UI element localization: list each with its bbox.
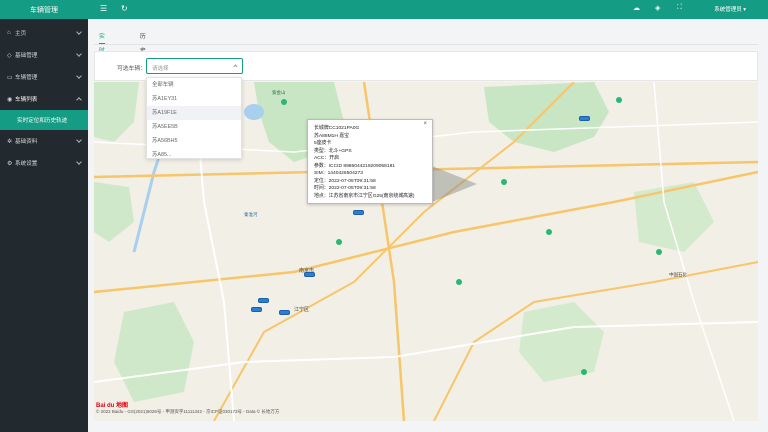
map-label-district: 江宁区 [294,307,310,313]
map-poi-marker [281,99,287,105]
map-label-poi: 秦淮河 [244,212,258,217]
sidebar: 车辆管理 ⌂ 主页 ◇ 基础管理 ▭ 车辆管理 ◉ 车辆列表 实时定位和历史轨迹 ✲ 基础… [0,0,88,432]
vehicle-marker[interactable] [353,210,364,215]
vehicle-info-popup: × 长城牌CC1021PA0G 苏A88M1H 嘉宝 5座皮卡 类型：北斗+GP… [307,119,433,204]
popup-line: 5座皮卡 [314,141,332,146]
close-icon[interactable]: × [423,121,427,127]
sidebar-item-label: 车辆管理 [15,75,38,81]
popup-line: 定位：2022-07-05T09:31:58 [314,178,376,184]
user-label: 系统管理员 [714,7,742,13]
chevron-down-icon [76,51,82,57]
map-poi-marker [336,239,342,245]
filter-panel: 可选车辆： 请选择 [94,51,758,81]
location-icon: ◉ [7,96,13,103]
sidebar-item-system[interactable]: ⚙ 系统设置 [0,152,88,174]
tag-icon: ◇ [7,52,12,59]
map-road [433,261,758,421]
vehicle-marker[interactable] [304,272,315,277]
popup-line: 类型：北斗+GPS [314,148,352,154]
map-road [94,321,758,383]
vehicle-marker[interactable] [279,310,290,315]
map-label-city: 南京市 [299,268,315,274]
home-icon: ⌂ [7,30,11,36]
dropdown-option[interactable]: 全部车辆 [152,82,174,88]
car-icon: ▭ [7,74,13,81]
menu-icon[interactable]: ☰ [100,4,108,13]
app-title: 车辆管理 [0,0,88,19]
map-logo: Bai du 地图 [96,403,129,409]
map-poi-marker [456,279,462,285]
map-park-area [114,302,194,402]
popup-pointer [432,166,477,202]
map-road [213,82,575,421]
sidebar-item-vehicles[interactable]: ▭ 车辆管理 [0,66,88,88]
map-poi-marker [501,179,507,185]
dropdown-option[interactable]: 苏A1EY31 [152,96,178,102]
popup-line: 长城牌CC1021PA0G [314,126,360,131]
settings-icon: ⚙ [7,160,13,167]
tab-realtime[interactable]: 实时位置 [99,30,105,82]
gear-icon: ✲ [7,138,13,145]
map-label-poi: 紫金山 [272,90,286,95]
chevron-down-icon [76,29,82,35]
sidebar-subitem-realtime[interactable]: 实时定位和历史轨迹 [0,110,88,130]
dropdown-option[interactable]: 苏A56BH5 [152,138,178,144]
vehicle-dropdown: 全部车辆 苏A1EY31 苏A19F1E 苏A5EE5B 苏A56BH5 苏A8… [146,77,242,159]
map-park-area [634,182,714,252]
chevron-down-icon [76,73,82,79]
map-road [94,170,758,294]
popup-line: 参数：ICCID 8986044219209058181 [314,163,396,169]
sidebar-item-vehicle-list[interactable]: ◉ 车辆列表 [0,88,88,110]
refresh-icon[interactable]: ↻ [121,4,128,13]
map-label-poi: 中国石化 [669,272,687,277]
map-lake [244,104,264,120]
dropdown-option[interactable]: 苏A85... [152,152,172,158]
chevron-up-icon [233,64,238,69]
topbar: ☰ ↻ ☁ ◈ ⛶ 系统管理员 ▾ [88,0,768,19]
chevron-up-icon [76,97,82,103]
popup-line: SIM：1440426504273 [314,171,363,176]
dropdown-option[interactable]: 苏A5EE5B [152,124,178,130]
map-park-area [94,182,134,242]
popup-line: 苏A88M1H 嘉宝 [314,133,350,139]
sidebar-item-label: 车辆列表 [15,97,38,103]
map-poi-marker [656,249,662,255]
map-park-area [94,82,139,142]
map-park-area [519,302,604,382]
sidebar-item-label: 系统设置 [15,161,38,167]
chevron-down-icon [76,137,82,143]
tab-history[interactable]: 历史轨迹 [140,34,146,82]
popup-line: 地点：江苏省南京市江宁区G25(南京绕城高速) [314,193,415,199]
vehicle-marker[interactable] [251,307,262,312]
popup-line: 时间：2022-07-05T09:31:58 [314,186,376,191]
chevron-down-icon: ▾ [743,7,746,13]
theme-icon[interactable]: ☁ [633,5,640,12]
map-road [653,82,735,421]
tag-icon[interactable]: ◈ [655,5,661,12]
map-poi-marker [616,97,622,103]
tab-divider [94,44,758,45]
dropdown-option[interactable]: 苏A19F1E [147,106,241,120]
popup-line: ACC：开启 [314,156,339,161]
user-menu[interactable]: 系统管理员 ▾ [714,5,746,13]
map-copyright: © 2022 Baidu - GS(2021)6026号 - 甲测资字11111… [96,409,280,414]
map-park-area [484,82,609,152]
sidebar-item-data[interactable]: ✲ 基础资料 [0,130,88,152]
vehicle-marker[interactable] [579,116,590,121]
map-poi-marker [546,229,552,235]
sidebar-item-label: 基础管理 [15,53,38,59]
vehicle-select-placeholder: 请选择 [152,65,169,72]
map-poi-marker [581,369,587,375]
map-canvas [94,82,758,421]
sidebar-item-home[interactable]: ⌂ 主页 [0,22,88,44]
chevron-down-icon [76,159,82,165]
fullscreen-icon[interactable]: ⛶ [677,4,682,11]
sidebar-item-label: 主页 [15,31,27,37]
vehicle-select[interactable]: 请选择 [146,58,243,74]
vehicle-select-label: 可选车辆： [117,66,146,72]
vehicle-marker[interactable] [258,298,269,303]
sidebar-item-label: 基础资料 [15,139,38,145]
sidebar-item-basic[interactable]: ◇ 基础管理 [0,44,88,66]
